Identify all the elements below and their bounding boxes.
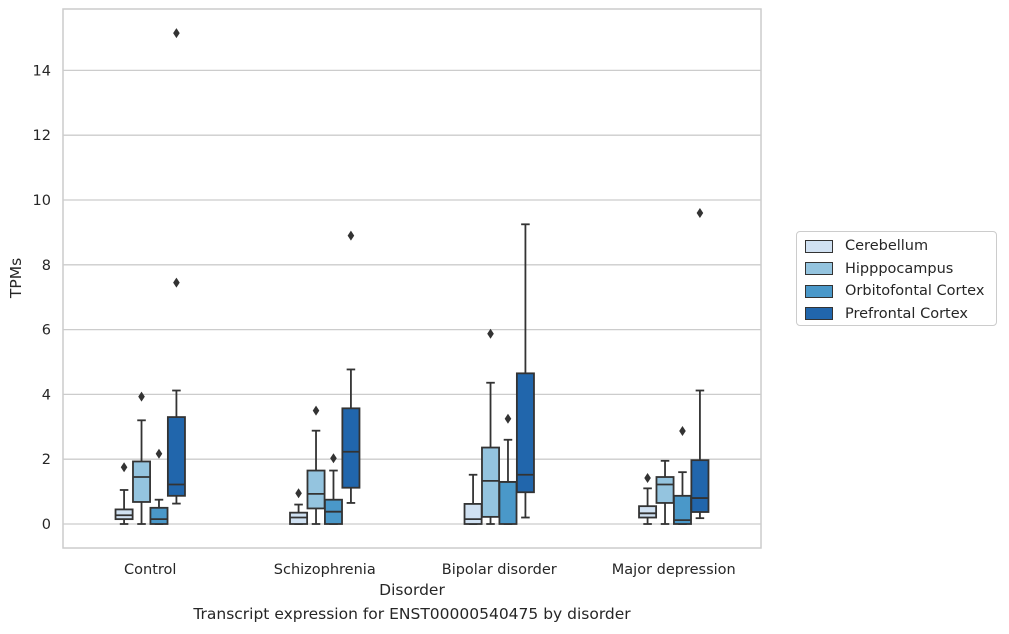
legend-item-orbitofrontal: Orbitofontal Cortex — [805, 280, 996, 303]
y-tick-label: 6 — [42, 323, 51, 339]
legend-item-hippocampus: Hipppocampus — [805, 258, 996, 281]
box-hipppocampus — [655, 459, 675, 525]
y-axis-label: TPMs — [7, 258, 25, 299]
box-groups — [114, 28, 710, 525]
y-tick-label: 14 — [33, 63, 51, 79]
box-cerebellum — [638, 472, 658, 525]
box-body — [515, 372, 535, 494]
outlier-point — [347, 230, 355, 241]
box-hipppocampus — [306, 405, 326, 525]
box-body — [690, 459, 710, 513]
legend-swatch — [805, 262, 833, 276]
box-prefrontal-cortex — [166, 28, 186, 505]
chart-caption: Transcript expression for ENST0000054047… — [193, 605, 631, 623]
box-cerebellum — [463, 473, 483, 525]
outlier-point — [679, 426, 686, 437]
box-cerebellum — [289, 488, 309, 525]
box-body — [132, 460, 151, 503]
outlier-point — [330, 453, 337, 464]
x-tick-label: Bipolar disorder — [442, 562, 557, 578]
y-tick-label: 0 — [42, 517, 51, 533]
box-body — [149, 506, 169, 525]
x-tick-labels: Control Schizophrenia Bipolar disorder Majo… — [124, 562, 736, 578]
box-body — [638, 505, 658, 519]
box-prefrontal-cortex — [690, 207, 710, 520]
outlier-point — [155, 448, 163, 459]
outlier-point — [504, 413, 512, 424]
outlier-point — [487, 328, 494, 339]
box-orbitofontal-cortex — [498, 413, 518, 525]
box-orbitofontal-cortex — [149, 448, 169, 525]
outlier-point — [295, 488, 302, 499]
plot-frame — [62, 8, 762, 549]
box-hipppocampus — [481, 328, 500, 525]
outlier-point — [644, 472, 651, 483]
box-orbitofontal-cortex — [324, 453, 343, 525]
legend-item-cerebellum: Cerebellum — [805, 235, 996, 258]
legend-label: Orbitofontal Cortex — [845, 283, 985, 300]
y-tick-label: 10 — [33, 193, 51, 209]
x-tick-label: Major depression — [612, 562, 736, 578]
legend-label: Prefrontal Cortex — [845, 305, 968, 322]
box-body — [114, 508, 134, 521]
x-tick-label: Control — [124, 562, 176, 578]
y-tick-labels: 0 2 4 6 8 10 12 14 — [33, 63, 51, 533]
x-axis-label: Disorder — [379, 581, 445, 599]
outlier-point — [173, 28, 180, 39]
outlier-point — [173, 277, 180, 288]
box-prefrontal-cortex — [515, 223, 535, 519]
legend: Cerebellum Hipppocampus Orbitofontal Cor… — [796, 231, 997, 326]
box-body — [306, 469, 326, 510]
y-tick-label: 12 — [33, 128, 51, 144]
outlier-point — [120, 462, 128, 473]
legend-item-prefrontal: Prefrontal Cortex — [805, 303, 996, 326]
box-body — [481, 446, 500, 518]
outlier-point — [312, 405, 320, 416]
y-tick-label: 4 — [42, 387, 51, 403]
box-prefrontal-cortex — [341, 230, 361, 504]
outlier-point — [138, 391, 145, 402]
box-body — [166, 416, 186, 497]
legend-label: Cerebellum — [845, 238, 929, 255]
x-tick-label: Schizophrenia — [274, 562, 376, 578]
box-orbitofontal-cortex — [673, 426, 692, 525]
legend-swatch — [805, 307, 833, 321]
y-tick-label: 2 — [42, 452, 51, 468]
legend-label: Hipppocampus — [845, 260, 954, 277]
box-body — [463, 503, 483, 525]
legend-swatch — [805, 239, 833, 253]
box-cerebellum — [114, 462, 134, 525]
box-hipppocampus — [132, 391, 151, 525]
legend-swatch — [805, 284, 833, 298]
outlier-point — [696, 207, 704, 218]
box-body — [655, 476, 675, 504]
box-body — [498, 480, 518, 525]
y-tick-label: 8 — [42, 258, 51, 274]
box-body — [341, 407, 361, 489]
